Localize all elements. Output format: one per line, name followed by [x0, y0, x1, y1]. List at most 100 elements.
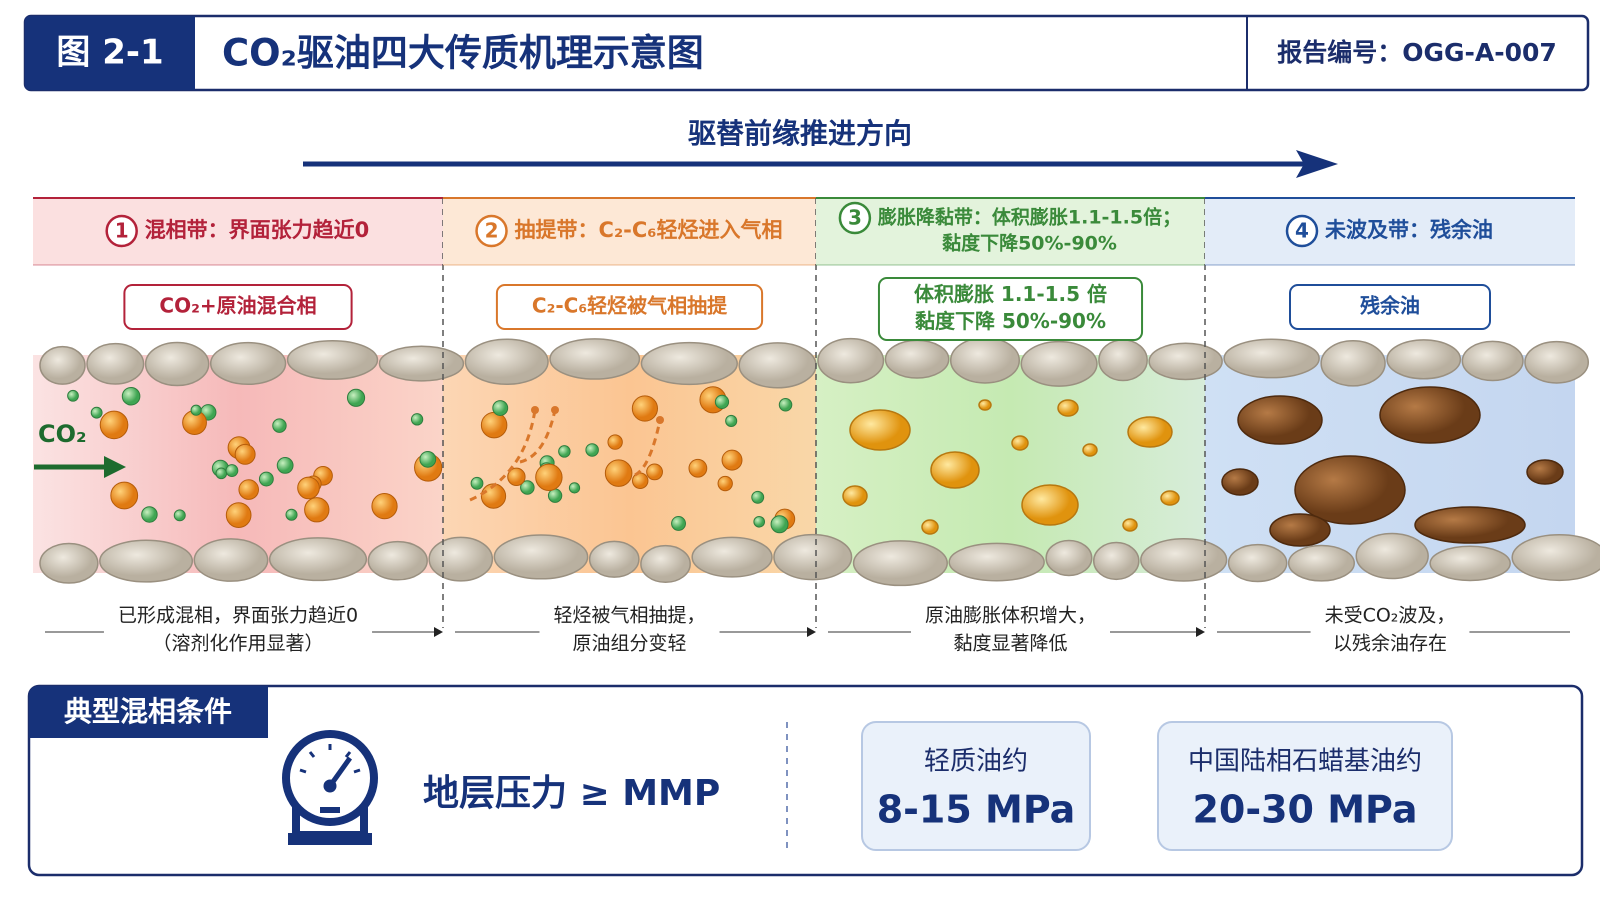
co2-bubble — [470, 476, 484, 490]
extraction-arrowhead — [656, 416, 664, 424]
co2-bubble — [585, 443, 599, 457]
zone-badge-text: C₂-C₆轻烃被气相抽提 — [532, 294, 728, 318]
co2-bubble — [276, 457, 294, 474]
caption-arrowhead — [1196, 627, 1205, 637]
residual-oil — [1221, 468, 1259, 496]
residual-oil — [1414, 506, 1526, 544]
oil-droplet — [607, 434, 623, 450]
rock — [640, 341, 738, 386]
rock — [817, 337, 885, 384]
co2-bubble — [346, 388, 366, 407]
co2-bubble — [725, 414, 738, 427]
rock — [1355, 532, 1429, 580]
swollen-oil — [1127, 416, 1173, 448]
zone-caption: 原油组分变轻 — [572, 633, 686, 655]
direction-arrowhead — [1296, 150, 1338, 178]
cards: 轻质油约 8-15 MPa 中国陆相石蜡基油约 20-30 MPa — [861, 721, 1453, 851]
co2-bubble — [225, 464, 239, 477]
rock — [1461, 340, 1524, 382]
swollen-oil — [978, 399, 992, 411]
co2-bubble — [258, 471, 274, 487]
zone-number: 3 — [848, 206, 862, 230]
caption-arrowhead — [807, 627, 816, 637]
zone-badge-text: CO₂+原油混合相 — [159, 294, 316, 318]
zone-title-band — [33, 198, 443, 265]
oil-droplet — [238, 479, 260, 500]
oil-droplet — [631, 472, 649, 489]
pore-channel — [33, 355, 443, 573]
co2-bubble — [770, 515, 789, 534]
figure-number: 图 2-1 — [56, 33, 163, 73]
residual-oil — [1379, 386, 1481, 444]
extraction-arrowhead — [531, 406, 539, 414]
oil-droplet — [297, 476, 320, 500]
zone-caption: （溶剂化作用显著） — [152, 633, 323, 655]
rock — [464, 338, 549, 386]
swollen-oil — [842, 485, 868, 507]
co2-bubble — [492, 400, 509, 416]
co2-bubble — [558, 445, 571, 458]
rock — [1386, 339, 1462, 380]
co2-bubble — [190, 404, 202, 416]
extraction-arrow — [634, 419, 662, 477]
swollen-oil — [1160, 490, 1180, 506]
oil-droplet — [604, 459, 633, 487]
swollen-oil — [849, 409, 911, 451]
co2-bubble — [714, 394, 730, 409]
caption-arrowhead — [434, 627, 443, 637]
co2-bubble — [215, 467, 228, 480]
rock — [1524, 340, 1590, 384]
extraction-arrow — [469, 409, 537, 502]
rock — [1320, 340, 1386, 387]
swollen-oil — [1011, 435, 1029, 451]
zone-caption: 以残余油存在 — [1333, 633, 1447, 655]
residual-oil — [1269, 513, 1331, 547]
rock — [428, 536, 494, 582]
rock — [1429, 545, 1511, 582]
residual-oil — [1526, 459, 1564, 485]
zone-number-circle — [838, 201, 872, 235]
oil-droplet — [110, 481, 139, 510]
pressure-condition: 地层压力 ≥ MMP — [423, 773, 720, 814]
report-number: 报告编号：OGG-A-007 — [1277, 38, 1557, 67]
zone-caption: 已形成混相，界面张力趋近0 — [118, 605, 358, 627]
rock — [1140, 538, 1228, 582]
rock — [99, 539, 194, 583]
residual-oil — [1237, 395, 1323, 445]
co2-bubble — [751, 490, 765, 504]
oil-droplet — [234, 443, 256, 465]
rock — [1223, 338, 1320, 379]
oil-droplet — [225, 502, 252, 528]
co2-bubble — [547, 488, 563, 503]
zone-title: 抽提带：C₂-C₆轻烃进入气相 — [515, 218, 783, 242]
condition-card — [1157, 721, 1453, 851]
residual-oil — [1294, 455, 1406, 525]
rock — [144, 341, 210, 387]
oil-droplet — [688, 458, 708, 478]
rock — [852, 540, 948, 587]
condition-value: 8-15 MPa — [877, 788, 1076, 832]
rock — [1287, 544, 1355, 582]
zone-title: 混相带：界面张力趋近0 — [145, 218, 370, 242]
zone-caption: 未受CO₂波及， — [1325, 605, 1456, 627]
rock — [209, 341, 287, 386]
rock — [39, 345, 86, 385]
rock — [378, 345, 465, 382]
co2-bubble — [520, 480, 535, 495]
condition-value: 20-30 MPa — [1192, 788, 1417, 832]
conditions-title: 典型混相条件 — [64, 695, 232, 728]
co2-bubble — [141, 506, 158, 523]
zone-title-band — [816, 198, 1205, 265]
co2-bubble — [568, 482, 581, 494]
rock — [39, 542, 99, 584]
rock — [773, 533, 853, 581]
zone-caption: 黏度显著降低 — [953, 633, 1067, 655]
co2-bubble — [173, 509, 186, 522]
swollen-oil — [921, 519, 939, 535]
rock — [493, 534, 589, 580]
oil-droplet — [631, 395, 659, 422]
co2-bubble — [121, 386, 141, 406]
rock — [193, 538, 269, 582]
